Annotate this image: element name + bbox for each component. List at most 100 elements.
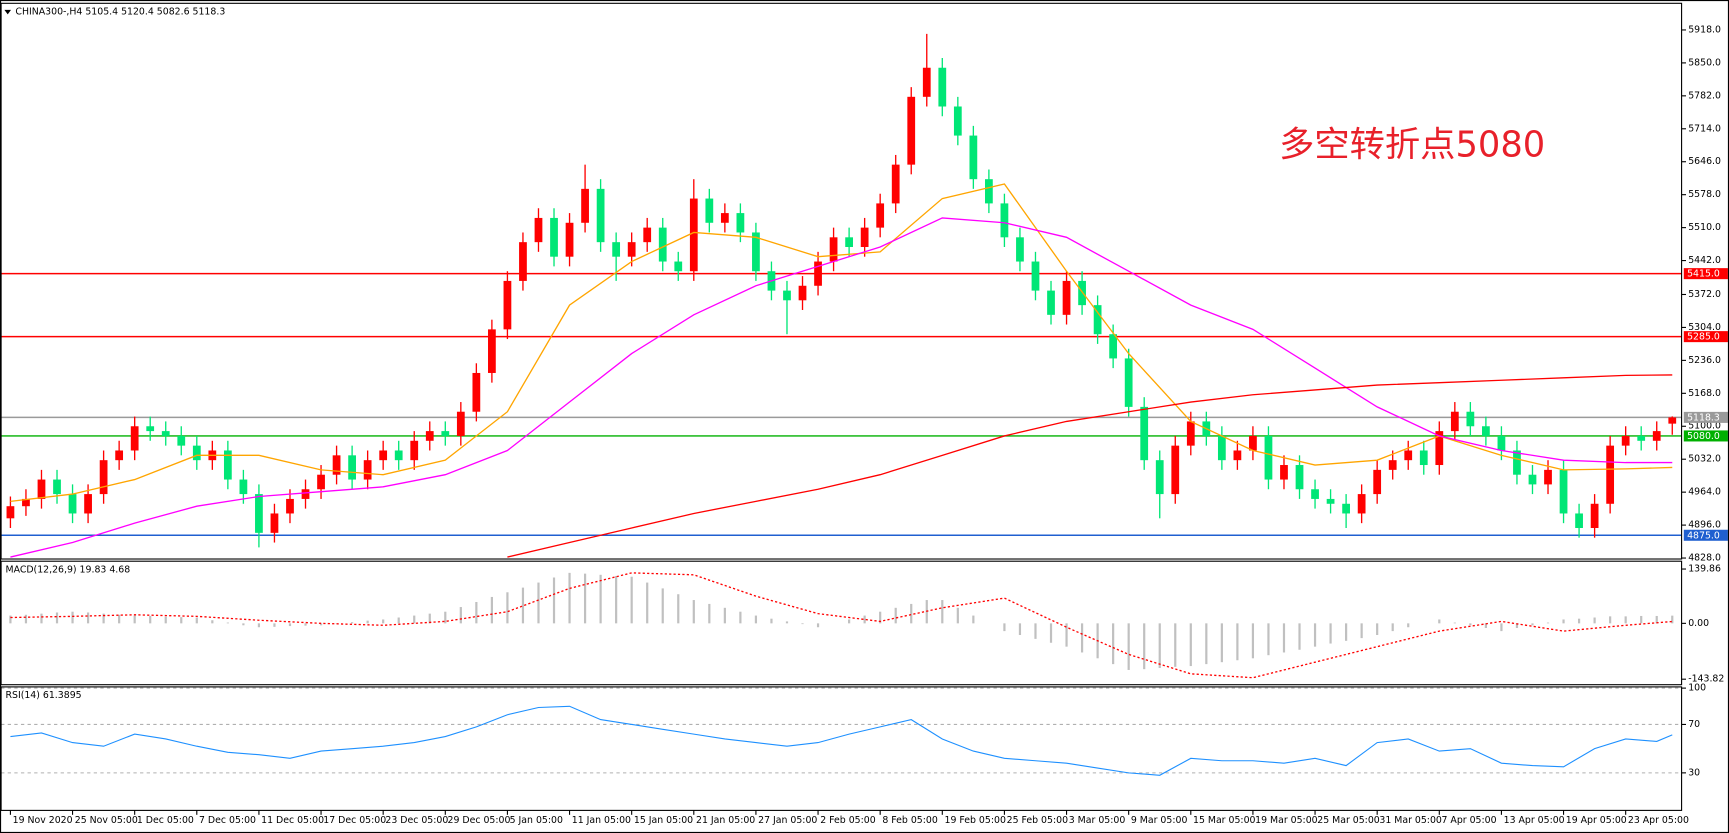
macd-bar bbox=[1205, 623, 1208, 665]
candle-body bbox=[177, 435, 186, 446]
candle-body bbox=[1388, 460, 1397, 470]
macd-bar bbox=[1329, 623, 1332, 644]
candle-body bbox=[1544, 469, 1552, 485]
macd-bar bbox=[848, 619, 851, 624]
candle-body bbox=[1404, 450, 1413, 461]
candle-body bbox=[534, 217, 543, 243]
macd-bar bbox=[739, 611, 742, 624]
candle-body bbox=[596, 188, 605, 243]
macd-bar bbox=[428, 613, 431, 624]
macd-bar bbox=[1624, 616, 1627, 624]
macd-bar bbox=[1298, 623, 1301, 650]
candle-body bbox=[860, 227, 869, 248]
macd-bar bbox=[1500, 623, 1503, 632]
macd-bar bbox=[242, 623, 245, 626]
macd-bar bbox=[506, 592, 509, 624]
macd-bar bbox=[568, 572, 571, 624]
macd-bar bbox=[1407, 623, 1410, 628]
macd-bar bbox=[1143, 623, 1146, 670]
y-tick-label: 4964.0 bbox=[1688, 487, 1721, 498]
y-tick-label: 5168.0 bbox=[1688, 388, 1721, 399]
candle-body bbox=[752, 232, 760, 272]
macd-bar bbox=[661, 588, 664, 624]
candle-body bbox=[255, 494, 263, 533]
indicator-line bbox=[10, 572, 1673, 679]
candle-body bbox=[985, 179, 993, 204]
macd-bar bbox=[1158, 623, 1161, 669]
candle-body bbox=[146, 426, 155, 432]
macd-bar bbox=[9, 615, 12, 624]
macd-bar bbox=[164, 616, 167, 624]
candle-body bbox=[1575, 513, 1583, 529]
candle-body bbox=[22, 498, 30, 507]
x-tick-label: 23 Apr 05:00 bbox=[1628, 815, 1689, 826]
candle-body bbox=[1140, 406, 1149, 461]
candle-body bbox=[1249, 435, 1257, 451]
candle-body bbox=[783, 290, 791, 301]
macd-bar bbox=[1282, 623, 1286, 653]
candle-body bbox=[1062, 280, 1071, 315]
macd-bar bbox=[1112, 623, 1115, 665]
y-tick-label: 5782.0 bbox=[1688, 90, 1721, 101]
candle-body bbox=[394, 450, 403, 461]
macd-bar bbox=[615, 575, 618, 624]
x-tick-label: 19 Nov 2020 bbox=[13, 815, 73, 826]
macd-bar bbox=[894, 607, 897, 624]
macd-bar bbox=[24, 614, 28, 624]
macd-bar bbox=[1313, 623, 1317, 647]
x-tick-label: 25 Feb 05:00 bbox=[1007, 815, 1068, 826]
candle-body bbox=[798, 285, 807, 301]
macd-bar bbox=[1065, 623, 1068, 647]
candle-body bbox=[922, 67, 931, 97]
candle-body bbox=[814, 261, 822, 286]
macd-bar bbox=[444, 611, 447, 624]
pane bbox=[1, 33, 1682, 558]
macd-bar bbox=[55, 612, 59, 624]
candle-body bbox=[1233, 450, 1242, 461]
candle-body bbox=[1016, 237, 1024, 262]
y-tick-label: 5714.0 bbox=[1688, 123, 1721, 134]
menu-arrow[interactable] bbox=[4, 9, 12, 15]
candle-body bbox=[348, 455, 356, 480]
level-tag bbox=[1683, 430, 1728, 442]
candle-body bbox=[519, 242, 527, 281]
macd-bar bbox=[40, 613, 43, 624]
y-tick-label: 4896.0 bbox=[1688, 520, 1721, 531]
x-tick-label: 23 Dec 05:00 bbox=[385, 815, 448, 826]
level-tag bbox=[1683, 411, 1728, 423]
y-tick-label: 5850.0 bbox=[1688, 57, 1721, 68]
macd-bar bbox=[180, 617, 183, 624]
x-tick-label: 19 Feb 05:00 bbox=[945, 815, 1006, 826]
macd-bar bbox=[1593, 617, 1596, 624]
macd-bar bbox=[630, 576, 633, 624]
macd-bar bbox=[708, 603, 711, 624]
x-tick-label: 7 Dec 05:00 bbox=[199, 815, 256, 826]
candle-body bbox=[6, 506, 15, 519]
macd-bar bbox=[118, 614, 121, 624]
x-tick-label: 11 Dec 05:00 bbox=[261, 815, 324, 826]
pane-title: RSI(14) 61.3895 bbox=[6, 690, 82, 701]
macd-bar bbox=[941, 600, 944, 624]
x-tick-label: 19 Apr 05:00 bbox=[1566, 815, 1627, 826]
indicator-line bbox=[507, 374, 1673, 558]
candle-body bbox=[1280, 465, 1288, 480]
macd-bar bbox=[319, 623, 323, 626]
macd-bar bbox=[1018, 623, 1022, 635]
macd-bar bbox=[1220, 623, 1223, 663]
candle-body bbox=[1109, 334, 1118, 359]
x-tick-label: 8 Feb 05:00 bbox=[882, 815, 937, 826]
macd-bar bbox=[1189, 623, 1192, 667]
macd-bar bbox=[1251, 623, 1255, 659]
x-tick-label: 27 Jan 05:00 bbox=[758, 815, 817, 826]
candle-body bbox=[1171, 445, 1180, 495]
macd-bar bbox=[692, 600, 695, 624]
candle-body bbox=[1326, 498, 1335, 504]
macd-bar bbox=[1438, 619, 1441, 624]
candle-body bbox=[627, 242, 636, 257]
y-tick-label: 5032.0 bbox=[1688, 454, 1721, 465]
macd-bar bbox=[1049, 623, 1053, 643]
macd-bar bbox=[1080, 623, 1084, 653]
candle-body bbox=[53, 479, 61, 495]
